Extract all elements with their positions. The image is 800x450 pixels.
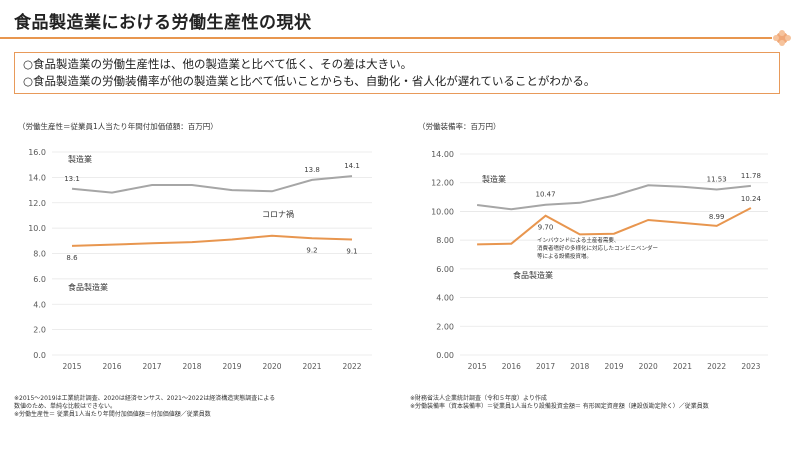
x-tick-label: 2020 bbox=[262, 362, 281, 371]
data-label: 9.1 bbox=[346, 248, 357, 256]
x-tick-label: 2018 bbox=[182, 362, 201, 371]
manufacturing-line bbox=[476, 184, 752, 211]
series-name-food: 食品製造業 bbox=[513, 270, 553, 280]
inbound-annotation-line-1: インバウンドによる土産者需要、 bbox=[537, 236, 619, 244]
y-tick-label: 4.00 bbox=[436, 294, 454, 303]
data-label: 11.53 bbox=[707, 175, 727, 183]
series-name-food: 食品製造業 bbox=[68, 282, 108, 292]
food-manufacturing-line bbox=[477, 207, 752, 246]
left-footnote-line: 数値のため、単純な比較はできない。 bbox=[14, 403, 117, 410]
x-tick-label: 2022 bbox=[707, 362, 726, 371]
x-tick-label: 2020 bbox=[639, 362, 658, 371]
y-tick-label: 10.00 bbox=[431, 207, 454, 216]
y-tick-label: 4.0 bbox=[33, 300, 46, 309]
summary-box: ○食品製造業の労働生産性は、他の製造業と比べて低く、その差は大きい。 ○食品製造… bbox=[14, 52, 780, 94]
food-manufacturing-line bbox=[71, 234, 353, 247]
x-axis: 2015 2016 2017 2018 2019 2020 2021 2022 bbox=[62, 362, 361, 371]
labor-productivity-chart: 0.0 2.0 4.0 6.0 8.0 10.0 12.0 14.0 16.0 2015 2016… bbox=[28, 148, 372, 371]
left-chart-title: （労働生産性＝従業員1人当たり年間付加価値額：百万円） bbox=[18, 122, 218, 131]
y-tick-label: 8.00 bbox=[436, 236, 454, 245]
y-tick-label: 12.0 bbox=[28, 199, 46, 208]
data-label: 13.1 bbox=[64, 175, 80, 183]
y-tick-label: 10.0 bbox=[28, 224, 46, 233]
x-axis: 2015 2016 2017 2018 2019 2020 2021 2022 2023 bbox=[468, 362, 761, 371]
ministry-logo-icon bbox=[773, 30, 791, 46]
x-tick-label: 2016 bbox=[102, 362, 121, 371]
page-title: 食品製造業における労働生産性の現状 bbox=[14, 13, 312, 33]
x-tick-label: 2015 bbox=[62, 362, 81, 371]
y-tick-label: 6.0 bbox=[33, 275, 46, 284]
series-name-manufacturing: 製造業 bbox=[68, 154, 92, 164]
x-tick-label: 2023 bbox=[741, 362, 760, 371]
x-tick-label: 2016 bbox=[502, 362, 521, 371]
x-tick-label: 2015 bbox=[468, 362, 487, 371]
capital-equipment-ratio-chart: 0.00 2.00 4.00 6.00 8.00 10.00 12.00 14.00 2015… bbox=[431, 150, 768, 371]
y-axis: 0.0 2.0 4.0 6.0 8.0 10.0 12.0 14.0 16.0 bbox=[28, 148, 46, 360]
data-label: 9.70 bbox=[538, 224, 554, 232]
left-footnote-line: ※労働生産性＝ 従業員1人当たり年間付加価値額＝付加価値額／従業員数 bbox=[14, 411, 211, 418]
series bbox=[476, 184, 752, 246]
x-tick-label: 2019 bbox=[604, 362, 623, 371]
labels: 10.47 11.53 11.78 9.70 8.99 10.24 bbox=[536, 172, 762, 232]
right-footnote-line: ※財務省法人企業統計調査（令和５年度）より作成 bbox=[410, 395, 547, 402]
labels: 13.1 13.8 14.1 8.6 9.2 9.1 bbox=[64, 162, 360, 262]
x-tick-label: 2018 bbox=[570, 362, 589, 371]
data-label: 14.1 bbox=[344, 162, 360, 170]
covid-annotation: コロナ禍 bbox=[262, 209, 294, 219]
right-chart-title: （労働装備率：百万円） bbox=[418, 122, 501, 131]
right-footnote: ※財務省法人企業統計調査（令和５年度）より作成 ※労働装備率（資本装備率）＝従業… bbox=[410, 395, 709, 411]
x-tick-label: 2017 bbox=[536, 362, 555, 371]
y-tick-label: 0.00 bbox=[436, 351, 454, 360]
y-tick-label: 0.0 bbox=[33, 351, 46, 360]
data-label: 10.24 bbox=[741, 195, 762, 203]
grid bbox=[460, 153, 768, 356]
inbound-annotation-line-2: 消費者嗜好の多様化に対応したコンビニベンダー bbox=[537, 244, 658, 252]
y-axis: 0.00 2.00 4.00 6.00 8.00 10.00 12.00 14.00 bbox=[431, 150, 454, 360]
data-label: 8.6 bbox=[66, 254, 78, 262]
y-tick-label: 16.0 bbox=[28, 148, 46, 157]
manufacturing-line bbox=[71, 175, 353, 194]
data-label: 8.99 bbox=[709, 213, 725, 221]
data-label: 9.2 bbox=[306, 246, 317, 254]
x-tick-label: 2017 bbox=[142, 362, 161, 371]
y-tick-label: 12.00 bbox=[431, 179, 454, 188]
right-footnote-line: ※労働装備率（資本装備率）＝従業員1人当たり設備投資金額＝ 有形固定資産額（建設… bbox=[410, 403, 709, 410]
x-tick-label: 2019 bbox=[222, 362, 241, 371]
y-tick-label: 14.0 bbox=[28, 173, 46, 182]
x-tick-label: 2021 bbox=[673, 362, 692, 371]
title-underline bbox=[0, 37, 772, 39]
x-tick-label: 2021 bbox=[302, 362, 321, 371]
x-tick-label: 2022 bbox=[342, 362, 361, 371]
data-label: 10.47 bbox=[536, 191, 556, 199]
summary-line-productivity: ○食品製造業の労働生産性は、他の製造業と比べて低く、その差は大きい。 bbox=[23, 57, 413, 71]
data-label: 13.8 bbox=[304, 166, 320, 174]
left-footnote: ※2015～2019は工業統計調査、2020は経済センサス、2021～2022は… bbox=[14, 395, 275, 419]
grid bbox=[52, 151, 372, 356]
summary-line-equipment: ○食品製造業の労働装備率が他の製造業と比べて低いことからも、自動化・省人化が遅れ… bbox=[23, 74, 596, 88]
series-name-manufacturing: 製造業 bbox=[482, 174, 506, 184]
y-tick-label: 6.00 bbox=[436, 265, 454, 274]
series bbox=[71, 175, 353, 247]
inbound-annotation-line-3: 等による設備投資増。 bbox=[537, 252, 592, 260]
data-label: 11.78 bbox=[741, 172, 761, 180]
y-tick-label: 2.0 bbox=[33, 326, 46, 335]
y-tick-label: 8.0 bbox=[33, 250, 46, 259]
y-tick-label: 2.00 bbox=[436, 322, 454, 331]
y-tick-label: 14.00 bbox=[431, 150, 454, 159]
left-footnote-line: ※2015～2019は工業統計調査、2020は経済センサス、2021～2022は… bbox=[14, 395, 276, 402]
